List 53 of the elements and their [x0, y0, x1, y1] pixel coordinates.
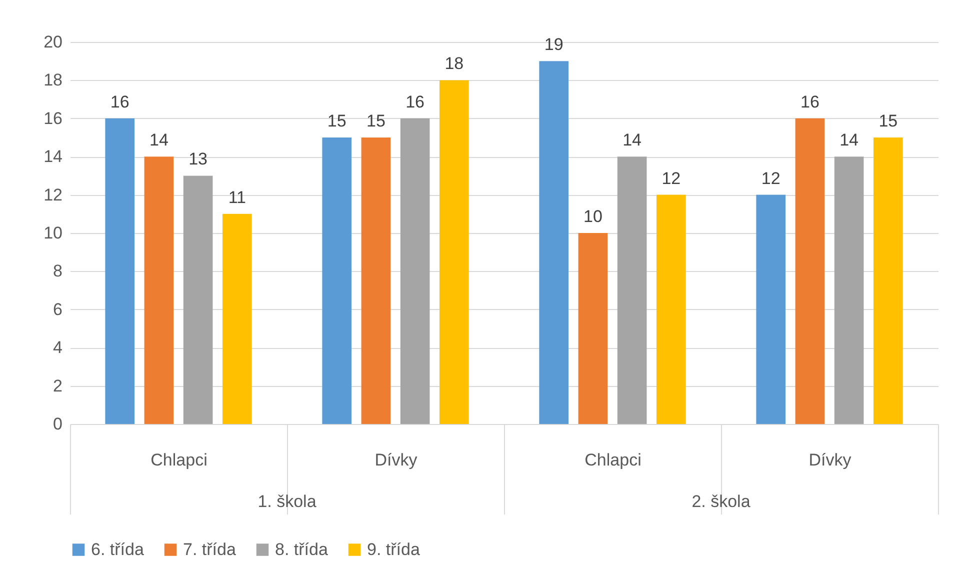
- x-tick-label: Chlapci: [584, 450, 642, 470]
- y-tick-label: 8: [53, 262, 62, 281]
- bar: [361, 138, 391, 424]
- data-label: 15: [327, 112, 346, 130]
- bar: [539, 61, 569, 424]
- data-label: 16: [406, 92, 425, 112]
- x-tick-label: Chlapci: [150, 450, 208, 470]
- data-label: 12: [662, 168, 681, 188]
- bar: [183, 176, 213, 424]
- y-tick-label: 12: [44, 185, 62, 204]
- bar: [578, 233, 608, 424]
- data-label: 10: [583, 207, 602, 226]
- bar: [617, 156, 647, 424]
- y-tick-label: 6: [53, 300, 62, 319]
- y-tick-label: 0: [53, 414, 62, 434]
- data-label: 14: [622, 130, 642, 150]
- text: 1. škola: [258, 492, 317, 511]
- x-tick-label: Dívky: [808, 450, 852, 470]
- y-tick-label: 20: [44, 32, 62, 52]
- data-label: 12: [761, 168, 780, 188]
- y-tick-label: 4: [53, 338, 62, 358]
- data-label: 11: [228, 188, 246, 207]
- legend-label: 8. třída: [275, 540, 328, 559]
- bar: [400, 118, 430, 424]
- legend-label: 6. třída: [91, 540, 144, 559]
- bar: [105, 118, 135, 424]
- y-tick-label: 10: [44, 224, 62, 242]
- y-tick-label: 2: [53, 376, 62, 396]
- bar: [873, 138, 903, 424]
- data-label: 14: [840, 130, 859, 150]
- data-label: 15: [366, 112, 386, 130]
- data-label: 19: [544, 35, 564, 54]
- data-label: 15: [878, 112, 898, 130]
- bar: [795, 118, 825, 424]
- data-label: 13: [188, 150, 208, 169]
- bar: [656, 194, 686, 424]
- legend-label: 7. třída: [183, 540, 236, 559]
- data-label: 16: [110, 92, 130, 112]
- bar: [144, 156, 174, 424]
- bar: [756, 194, 786, 424]
- legend-label: 9. třída: [367, 540, 420, 559]
- x-tick-label: Dívky: [374, 450, 418, 470]
- y-tick-label: 18: [44, 70, 62, 90]
- data-label: 18: [444, 54, 464, 74]
- data-label: 14: [149, 130, 168, 150]
- bar: [439, 80, 469, 424]
- bar: [322, 138, 352, 424]
- text: 2. škola: [692, 492, 751, 511]
- y-tick-label: 14: [44, 147, 62, 166]
- y-tick-label: 16: [44, 108, 62, 128]
- data-label: 16: [800, 92, 820, 112]
- bar: [222, 214, 252, 424]
- bar: [834, 156, 864, 424]
